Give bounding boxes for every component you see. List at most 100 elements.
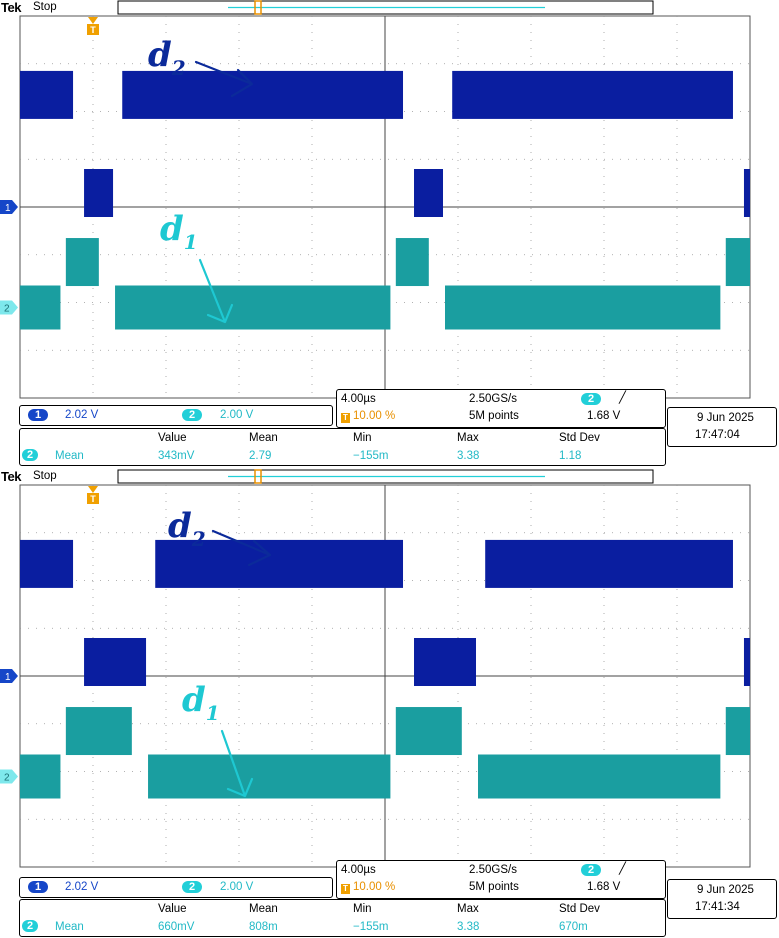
- trigger-channel-badge: 2: [581, 864, 602, 876]
- record-length: 5M points: [469, 410, 519, 422]
- trigger-position: T 10.00 %: [341, 410, 395, 423]
- measure-type: Mean: [55, 921, 84, 933]
- ch2-badge: 2: [182, 881, 203, 893]
- label-d1-letter: d: [160, 209, 184, 249]
- timebase: 4.00µs: [341, 864, 376, 876]
- ch2-waveform-d1: [20, 707, 750, 799]
- svg-text:2: 2: [4, 773, 10, 784]
- measure-min: −155m: [353, 921, 389, 933]
- horizontal-trigger-panel[interactable]: 4.00µs 2.50GS/s 2 ╱ T 10.00 % 5M points 1…: [336, 389, 666, 428]
- measure-stddev: 670m: [559, 921, 588, 933]
- measurement-table[interactable]: Value Mean Min Max Std Dev 2 Mean 660mV …: [19, 899, 666, 937]
- svg-text:2: 2: [4, 304, 10, 315]
- trigger-slope-icon: ╱: [619, 392, 626, 404]
- trigger-t-icon: T: [341, 413, 350, 423]
- datetime-box: 9 Jun 2025 17:41:34: [667, 879, 777, 919]
- label-d2-letter: d: [168, 506, 192, 546]
- label-d2-letter: d: [148, 35, 172, 75]
- sample-rate: 2.50GS/s: [469, 864, 517, 876]
- measure-max: 3.38: [457, 450, 480, 462]
- capture-time: 17:47:04: [695, 429, 740, 441]
- measure-header-min: Min: [353, 432, 372, 444]
- d1-arrow-icon: [220, 729, 254, 798]
- svg-text:T: T: [90, 494, 96, 504]
- datetime-box: 9 Jun 2025 17:47:04: [667, 407, 777, 447]
- measure-header-mean: Mean: [249, 903, 278, 915]
- label-d2: d2: [168, 509, 206, 556]
- measure-mean: 808m: [249, 921, 278, 933]
- measure-type: Mean: [55, 450, 84, 462]
- measure-header-max: Max: [457, 432, 479, 444]
- ch2-ground-marker: [0, 300, 18, 315]
- ch2-scale: 2.00 V: [220, 881, 254, 893]
- measure-value: 660mV: [158, 921, 195, 933]
- capture-date: 9 Jun 2025: [697, 884, 754, 896]
- horizontal-trigger-panel[interactable]: 4.00µs 2.50GS/s 2 ╱ T 10.00 % 5M points 1…: [336, 860, 666, 899]
- measure-header-value: Value: [158, 432, 187, 444]
- capture-date: 9 Jun 2025: [697, 412, 754, 424]
- brand-logo: Tek: [1, 0, 21, 15]
- measurement-table[interactable]: Value Mean Min Max Std Dev 2 Mean 343mV …: [19, 428, 666, 466]
- d2-arrow-icon: [194, 60, 254, 98]
- record-trigger-marker: [254, 469, 262, 484]
- timebase: 4.00µs: [341, 393, 376, 405]
- measure-channel-badge: 2: [22, 449, 39, 461]
- label-d1-subscript: 1: [205, 701, 220, 725]
- measure-header-min: Min: [353, 903, 372, 915]
- trigger-position-value: 10.00 %: [353, 881, 396, 893]
- svg-text:1: 1: [5, 672, 11, 683]
- label-d2-subscript: 2: [191, 527, 206, 551]
- waveform-display: T 1 2: [0, 469, 751, 868]
- trigger-position: T 10.00 %: [341, 881, 395, 894]
- sample-rate: 2.50GS/s: [469, 393, 517, 405]
- ch1-scale: 2.02 V: [65, 409, 99, 421]
- label-d1-subscript: 1: [183, 230, 198, 254]
- ch2-waveform-d1: [20, 238, 750, 330]
- measure-max: 3.38: [457, 921, 480, 933]
- measure-header-stddev: Std Dev: [559, 432, 600, 444]
- measure-channel-number: 2: [27, 920, 34, 932]
- label-d1-letter: d: [182, 680, 206, 720]
- ch1-badge: 1: [28, 409, 49, 421]
- ch1-badge: 1: [28, 881, 49, 893]
- acquisition-status: Stop: [33, 1, 57, 13]
- trigger-arrow-icon: [88, 486, 98, 493]
- channel-scale-bar[interactable]: 1 2.02 V 2 2.00 V: [19, 405, 333, 426]
- ch1-ground-marker: [0, 200, 18, 214]
- measure-channel-badge: 2: [22, 920, 39, 932]
- ch1-waveform-d2: [20, 70, 750, 217]
- ch2-scale: 2.00 V: [220, 409, 254, 421]
- trigger-position-value: 10.00 %: [353, 410, 396, 422]
- waveform-display: T 1 2: [0, 0, 751, 399]
- trigger-channel-badge: 2: [581, 393, 602, 405]
- measure-mean: 2.79: [249, 450, 272, 462]
- measure-stddev: 1.18: [559, 450, 582, 462]
- acquisition-status: Stop: [33, 470, 57, 482]
- capture-time: 17:41:34: [695, 901, 740, 913]
- ch1-ground-marker: [0, 669, 18, 683]
- measure-header-mean: Mean: [249, 432, 278, 444]
- trigger-level: 1.68 V: [587, 410, 621, 422]
- ch2-ground-marker: [0, 769, 18, 784]
- label-d2-subscript: 2: [171, 56, 186, 80]
- label-d1: d1: [160, 212, 198, 259]
- measure-channel-number: 2: [27, 449, 34, 461]
- channel-scale-bar[interactable]: 1 2.02 V 2 2.00 V: [19, 877, 333, 898]
- record-trigger-marker: [254, 0, 262, 15]
- d1-arrow-icon: [198, 258, 234, 324]
- trigger-arrow-icon: [88, 17, 98, 24]
- trigger-level: 1.68 V: [587, 881, 621, 893]
- trigger-t-icon: [87, 24, 99, 35]
- svg-text:T: T: [90, 25, 96, 35]
- trigger-t-icon: [87, 493, 99, 504]
- ch2-badge: 2: [182, 409, 203, 421]
- measure-value: 343mV: [158, 450, 195, 462]
- measure-header-stddev: Std Dev: [559, 903, 600, 915]
- measure-header-max: Max: [457, 903, 479, 915]
- ch1-waveform-d2: [20, 539, 750, 686]
- svg-text:1: 1: [5, 203, 11, 214]
- measure-header-value: Value: [158, 903, 187, 915]
- ch1-scale: 2.02 V: [65, 881, 99, 893]
